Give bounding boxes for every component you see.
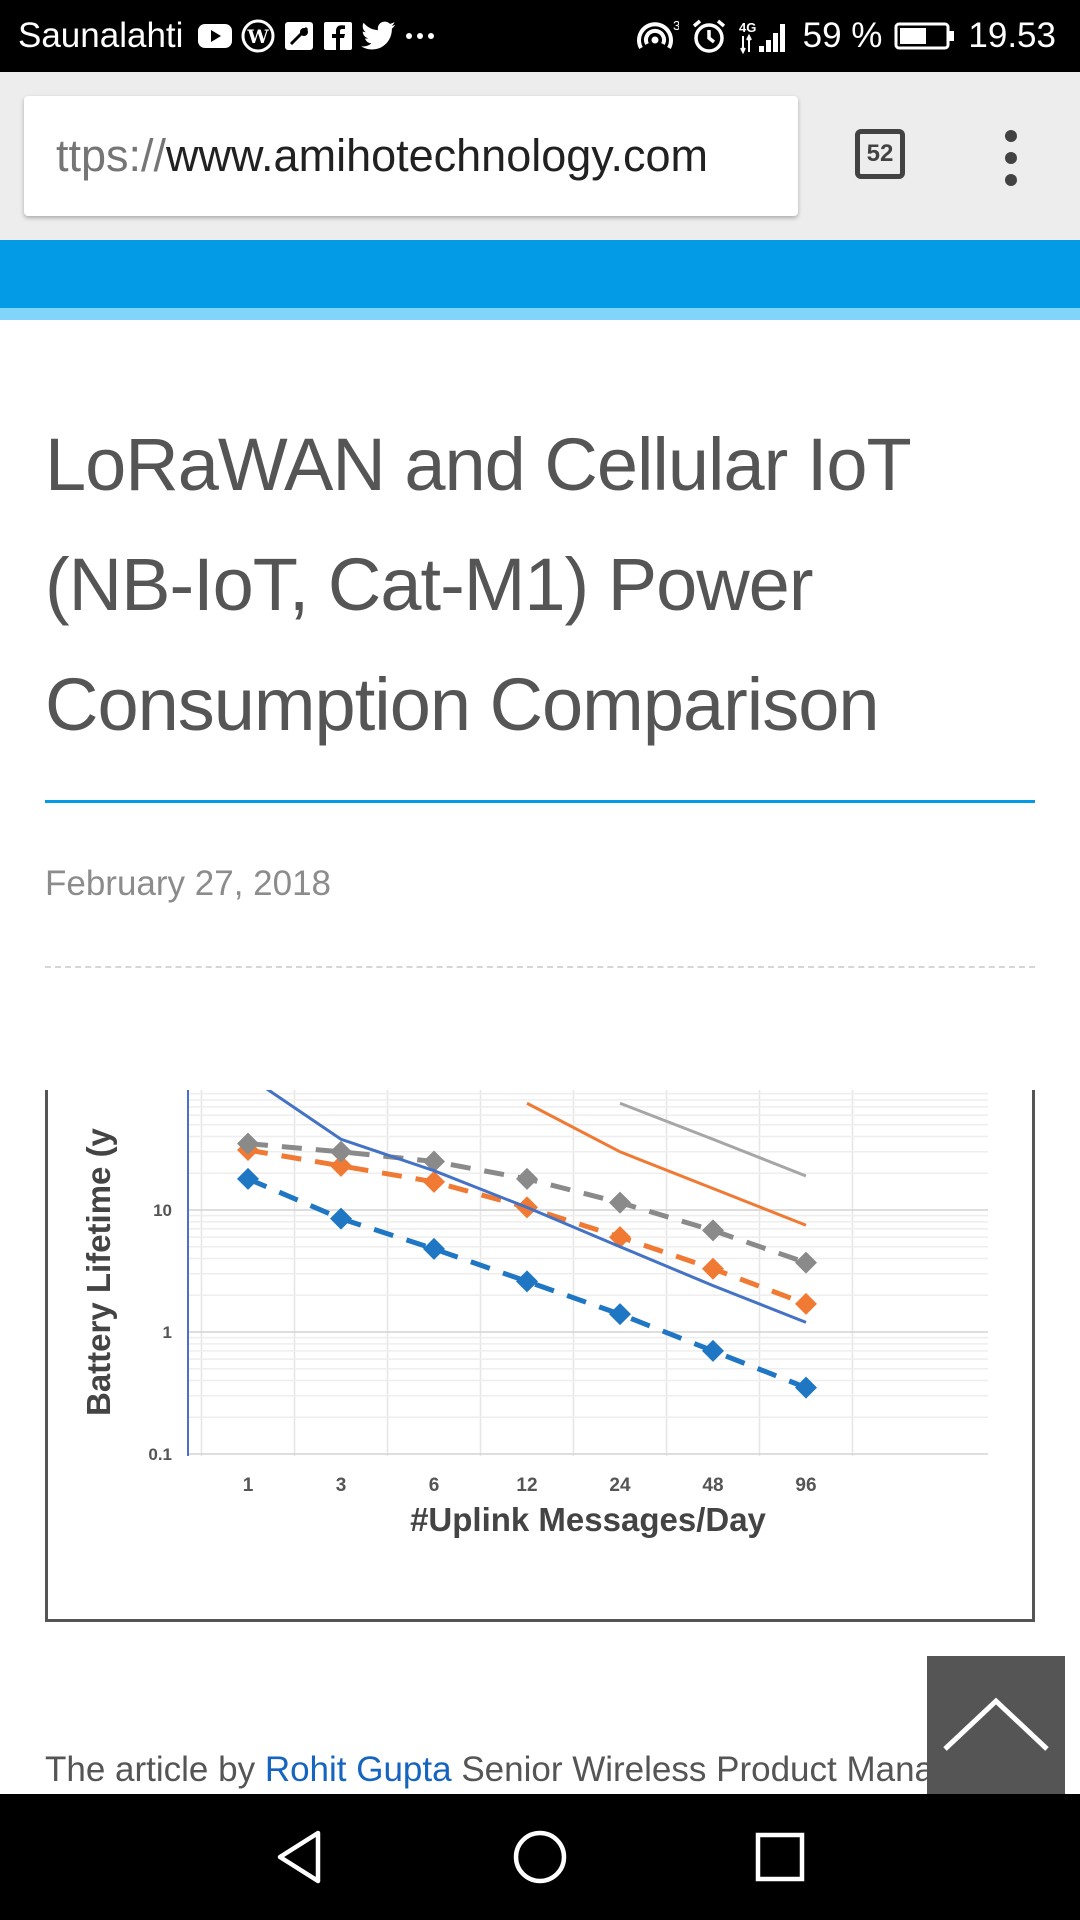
chevron-up-icon bbox=[943, 1697, 1049, 1751]
x-axis-title: #Uplink Messages/Day bbox=[410, 1501, 766, 1538]
signal-icon: 4G bbox=[739, 18, 791, 54]
battery-percent: 59 % bbox=[802, 16, 883, 55]
hotspot-count: 3 bbox=[673, 18, 679, 33]
battery-lifetime-chart: 10 1 0.1 1 3 6 12 24 48 96 #Uplink Messages/Day Bat… bbox=[80, 1090, 988, 1538]
y-tick-label: 0.1 bbox=[148, 1445, 172, 1464]
home-icon[interactable] bbox=[510, 1827, 570, 1887]
series-line-solid bbox=[619, 1101, 807, 1178]
status-right: 3 4G 59 % 19.53 bbox=[635, 0, 1056, 72]
chart-figure: 10 1 0.1 1 3 6 12 24 48 96 #Uplink Messages/Day Bat… bbox=[45, 1090, 1035, 1622]
system-nav-bar bbox=[0, 1794, 1080, 1920]
series-marker bbox=[702, 1339, 724, 1362]
facebook-icon bbox=[323, 21, 353, 51]
article-intro: The article by Rohit Gupta Senior Wirele… bbox=[45, 1750, 1035, 1790]
youtube-icon bbox=[197, 22, 233, 50]
maps-icon bbox=[283, 20, 315, 52]
status-left: Saunalahti W bbox=[18, 0, 435, 72]
recents-icon[interactable] bbox=[750, 1827, 810, 1887]
url-bar[interactable]: ttps://www.amihotechnology.com bbox=[24, 96, 798, 216]
x-tick-label: 3 bbox=[336, 1475, 347, 1496]
x-tick-label: 24 bbox=[609, 1475, 631, 1496]
wordpress-icon: W bbox=[241, 19, 275, 53]
series-marker bbox=[795, 1292, 817, 1315]
y-axis-title: Battery Lifetime (y bbox=[80, 1127, 117, 1416]
url-scheme: ttps:// bbox=[56, 130, 167, 181]
meta-divider bbox=[45, 966, 1035, 968]
series-marker bbox=[795, 1251, 817, 1274]
series-marker bbox=[702, 1257, 724, 1280]
twitter-icon bbox=[361, 21, 397, 51]
x-tick-label: 1 bbox=[243, 1475, 254, 1496]
series-marker bbox=[609, 1303, 631, 1326]
x-tick-label: 96 bbox=[795, 1475, 816, 1496]
series-marker bbox=[609, 1191, 631, 1214]
series-marker bbox=[702, 1219, 724, 1242]
title-divider bbox=[45, 800, 1035, 803]
series-marker bbox=[609, 1226, 631, 1249]
series-marker bbox=[237, 1167, 259, 1190]
series-marker bbox=[516, 1167, 538, 1190]
series-marker bbox=[237, 1132, 259, 1155]
hotspot-icon: 3 bbox=[635, 18, 679, 54]
series-marker bbox=[423, 1150, 445, 1173]
series-marker bbox=[423, 1170, 445, 1193]
back-to-top-button[interactable] bbox=[927, 1656, 1065, 1794]
author-link[interactable]: Rohit Gupta bbox=[264, 1750, 452, 1789]
series-marker bbox=[423, 1237, 445, 1260]
clock: 19.53 bbox=[968, 16, 1056, 55]
battery-icon bbox=[894, 21, 956, 51]
series-marker bbox=[330, 1154, 352, 1177]
x-tick-label: 6 bbox=[429, 1475, 440, 1496]
series-line-solid bbox=[265, 1090, 807, 1324]
series-marker bbox=[795, 1376, 817, 1399]
intro-prefix: The article by bbox=[45, 1750, 265, 1789]
more-dots-icon bbox=[405, 31, 435, 41]
url-host: www.amihotechnology.com bbox=[166, 130, 708, 181]
tab-switcher-button[interactable]: 52 bbox=[855, 129, 905, 179]
more-vert-icon bbox=[1005, 130, 1017, 186]
overflow-menu-button[interactable] bbox=[988, 124, 1034, 194]
y-tick-label: 10 bbox=[153, 1201, 172, 1220]
browser-toolbar: ttps://www.amihotechnology.com 52 bbox=[0, 72, 1080, 240]
site-header-accent bbox=[0, 308, 1080, 320]
series-marker bbox=[516, 1270, 538, 1293]
x-tick-label: 48 bbox=[702, 1475, 723, 1496]
series-marker bbox=[330, 1140, 352, 1163]
status-bar: Saunalahti W 3 4G 59 % bbox=[0, 0, 1080, 72]
series-line-solid bbox=[526, 1101, 807, 1227]
y-tick-label: 1 bbox=[163, 1323, 172, 1342]
series-marker bbox=[330, 1207, 352, 1230]
tab-count-label: 52 bbox=[866, 140, 894, 167]
x-tick-label: 12 bbox=[516, 1475, 537, 1496]
alarm-icon bbox=[691, 18, 727, 54]
site-header-band bbox=[0, 240, 1080, 308]
svg-text:W: W bbox=[247, 26, 270, 48]
network-type: 4G bbox=[739, 20, 756, 35]
back-icon[interactable] bbox=[270, 1827, 330, 1887]
post-date: February 27, 2018 bbox=[45, 864, 332, 903]
article-title: LoRaWAN and Cellular IoT (NB-IoT, Cat-M1… bbox=[45, 423, 910, 746]
carrier-name: Saunalahti bbox=[18, 16, 184, 55]
intro-suffix: Senior Wireless Product Mana bbox=[451, 1750, 935, 1789]
